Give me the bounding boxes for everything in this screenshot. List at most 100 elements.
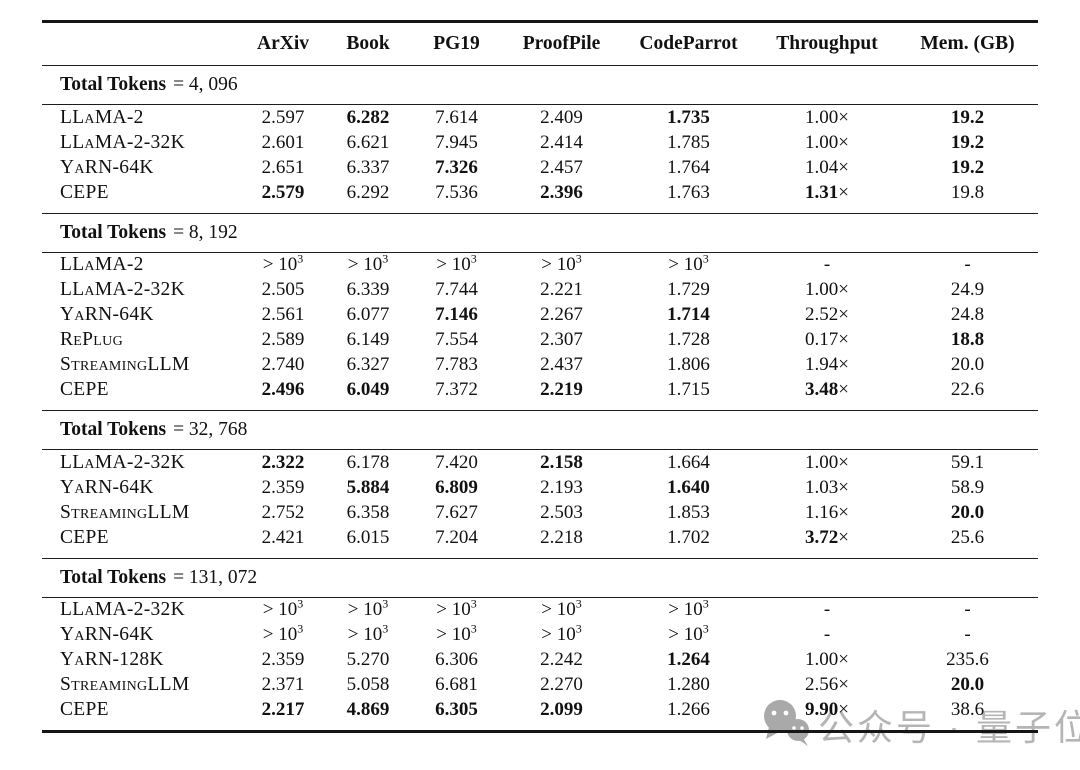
- value-cell: > 103: [620, 623, 757, 648]
- value-cell: 2.322: [240, 450, 326, 476]
- times-symbol: ×: [838, 476, 849, 498]
- value-cell: 6.292: [326, 180, 410, 213]
- value-cell: > 103: [620, 252, 757, 278]
- section-title-value: = 4, 096: [173, 74, 238, 95]
- cell-value: 2.267: [540, 304, 583, 325]
- value-cell: 6.809: [410, 475, 503, 500]
- cell-value: 1.853: [667, 501, 710, 523]
- model-name: RePlug: [60, 329, 123, 350]
- cell-value: -: [823, 254, 831, 275]
- table-header: ArXiv Book PG19 ProofPile CodeParrot Throughp…: [42, 21, 1038, 66]
- value-cell: -: [897, 623, 1038, 648]
- cell-value: 2.158: [540, 451, 583, 473]
- value-cell: 2.217: [240, 698, 326, 732]
- cell-value: 2.307: [540, 329, 583, 350]
- cell-value: 7.614: [435, 106, 478, 128]
- cell-value: 1.03: [805, 476, 839, 498]
- value-cell: 1.16×: [757, 500, 897, 525]
- cell-value: > 103: [436, 596, 477, 620]
- watermark-text: 公众号 · 量子位: [818, 706, 1080, 748]
- cell-value: 6.306: [435, 649, 478, 670]
- value-cell: 1.94×: [757, 353, 897, 378]
- cell-value: 3.72: [805, 526, 839, 548]
- model-name: YaRN-64K: [60, 624, 154, 645]
- value-cell: 2.740: [240, 353, 326, 378]
- value-cell: 19.2: [897, 130, 1038, 155]
- cell-value: 1.04: [805, 156, 839, 178]
- model-name: LLaMA-2-32K: [60, 279, 185, 300]
- value-cell: -: [757, 623, 897, 648]
- cell-value: 1.94: [805, 354, 839, 375]
- cell-value: 7.326: [435, 156, 478, 178]
- cell-value: 1.16: [805, 501, 839, 523]
- cell-value: 6.149: [346, 329, 390, 350]
- cell-value: 2.217: [261, 699, 305, 720]
- cell-value: 2.221: [540, 279, 583, 300]
- cell-value: > 103: [541, 621, 582, 645]
- section-title-row: Total Tokens = 8, 192: [42, 212, 1038, 253]
- cell-value: 20.0: [950, 674, 985, 695]
- value-cell: 2.414: [503, 130, 620, 155]
- model-name: CEPE: [60, 699, 109, 720]
- value-cell: 4.869: [326, 698, 410, 732]
- section-title: Total Tokens = 32, 768: [42, 410, 1038, 450]
- value-cell: > 103: [240, 597, 326, 623]
- section-title: Total Tokens = 8, 192: [42, 212, 1038, 253]
- value-cell: 6.015: [326, 525, 410, 558]
- cell-value: > 103: [347, 596, 389, 620]
- times-symbol: ×: [838, 699, 849, 720]
- value-cell: 1.266: [620, 698, 757, 732]
- value-cell: 6.149: [326, 328, 410, 353]
- cell-value: -: [823, 599, 831, 620]
- value-cell: 2.193: [503, 475, 620, 500]
- value-cell: 2.457: [503, 155, 620, 180]
- value-cell: > 103: [326, 623, 410, 648]
- value-cell: 2.651: [240, 155, 326, 180]
- cell-value: 2.270: [540, 674, 583, 695]
- value-cell: 1.735: [620, 105, 757, 131]
- cell-value: 1.806: [667, 354, 710, 375]
- column-header: CodeParrot: [620, 21, 757, 66]
- value-cell: > 103: [410, 252, 503, 278]
- value-cell: 1.853: [620, 500, 757, 525]
- value-cell: 2.219: [503, 378, 620, 411]
- value-cell: 2.359: [240, 475, 326, 500]
- value-cell: 2.421: [240, 525, 326, 558]
- times-symbol: ×: [838, 674, 849, 695]
- cell-value: 19.2: [950, 156, 985, 178]
- value-cell: 2.099: [503, 698, 620, 732]
- value-cell: > 103: [410, 597, 503, 623]
- value-cell: 7.744: [410, 278, 503, 303]
- value-cell: 6.306: [410, 648, 503, 673]
- cell-value: 59.1: [950, 451, 985, 473]
- value-cell: 1.04×: [757, 155, 897, 180]
- section-title-value: = 131, 072: [173, 566, 258, 588]
- table-row: CEPE 2.579 6.292 7.536 2.396 1.763 1.31× 19.8: [42, 180, 1038, 213]
- value-cell: > 103: [503, 252, 620, 278]
- value-cell: 1.729: [620, 278, 757, 303]
- cell-value: 2.193: [540, 476, 583, 498]
- cell-value: 2.414: [540, 131, 583, 153]
- cell-value: 1.00: [805, 106, 839, 128]
- watermark: 公众号 · 量子位: [760, 698, 1080, 751]
- model-name: YaRN-64K: [60, 156, 154, 178]
- header-row: ArXiv Book PG19 ProofPile CodeParrot Throughp…: [42, 21, 1038, 66]
- exponent: 3: [702, 596, 709, 611]
- table-row: LLaMA-2 > 103 > 103 > 103 > 103 > 103 - -: [42, 252, 1038, 278]
- cell-value: 2.359: [261, 649, 305, 670]
- value-cell: 2.56×: [757, 673, 897, 698]
- model-name: CEPE: [60, 181, 109, 203]
- cell-value: 2.396: [540, 181, 583, 203]
- exponent: 3: [470, 621, 477, 636]
- value-cell: 2.267: [503, 303, 620, 328]
- cell-value: 6.178: [346, 451, 390, 473]
- table-row: LLaMA-2-32K > 103 > 103 > 103 > 103 > 103 - -: [42, 597, 1038, 623]
- value-cell: > 103: [240, 623, 326, 648]
- value-cell: 2.579: [240, 180, 326, 213]
- section-title-label: Total Tokens: [60, 74, 167, 95]
- cell-value: > 103: [262, 251, 304, 275]
- model-column-header: [42, 21, 240, 66]
- cell-value: 24.8: [950, 304, 985, 325]
- cell-value: 19.8: [950, 181, 985, 203]
- cell-value: 6.337: [346, 156, 390, 178]
